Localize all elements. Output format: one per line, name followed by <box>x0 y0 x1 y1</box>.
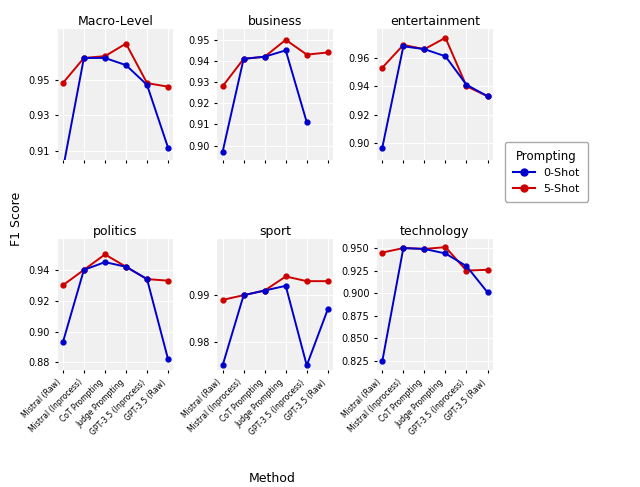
Text: Method: Method <box>248 472 296 485</box>
Title: Macro-Level: Macro-Level <box>77 15 154 28</box>
Title: technology: technology <box>400 225 470 238</box>
Title: business: business <box>248 15 302 28</box>
Title: sport: sport <box>259 225 291 238</box>
Legend: 0-Shot, 5-Shot: 0-Shot, 5-Shot <box>505 142 588 202</box>
Title: entertainment: entertainment <box>390 15 480 28</box>
Text: F1 Score: F1 Score <box>10 192 22 246</box>
Title: politics: politics <box>93 225 138 238</box>
